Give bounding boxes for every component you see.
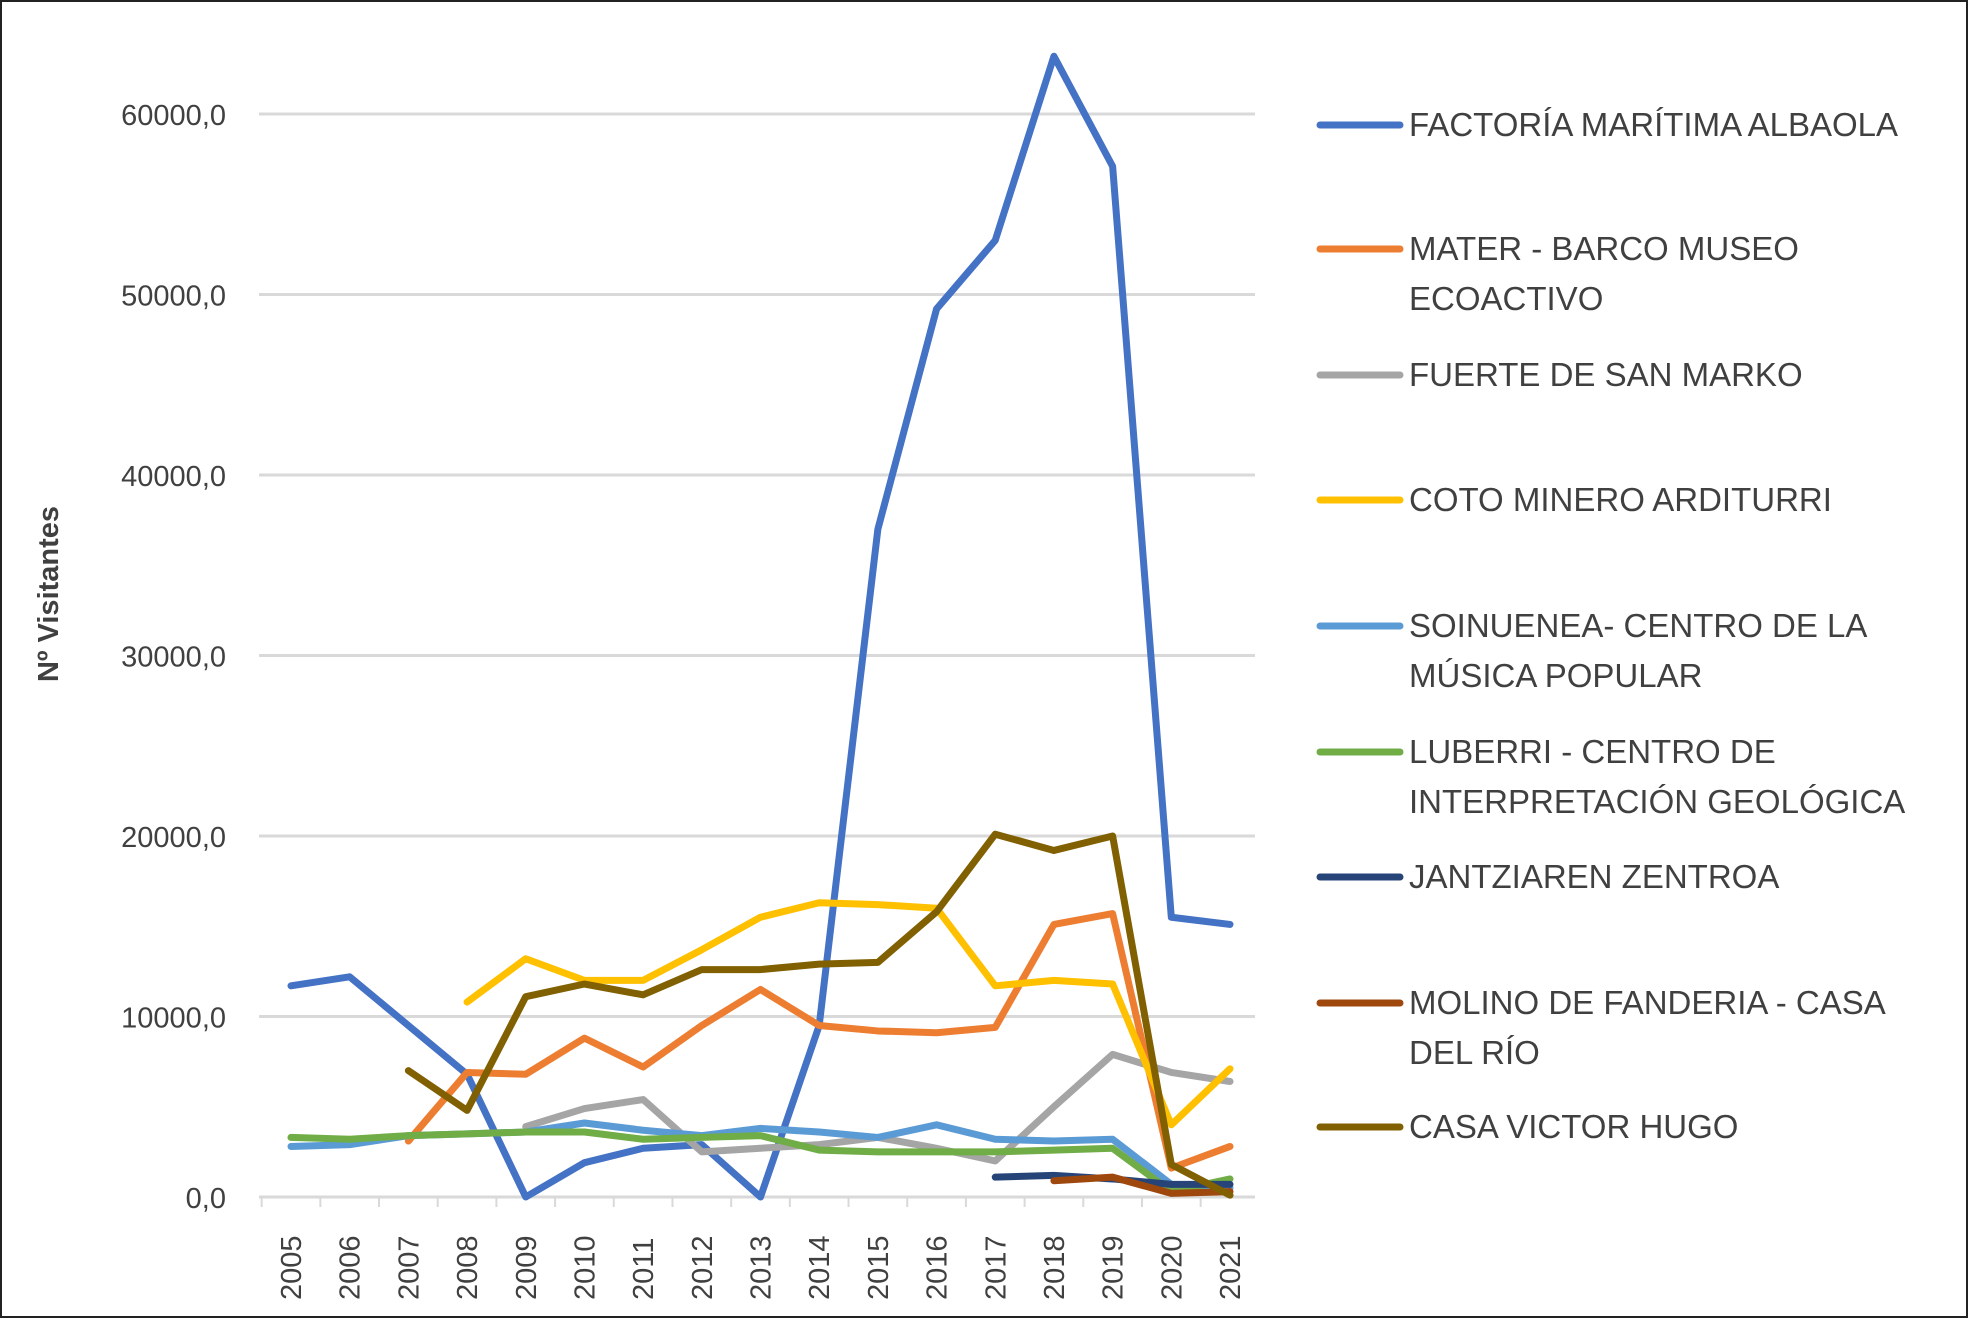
y-axis-label: Nº Visitantes <box>33 506 65 682</box>
legend-label: LUBERRI - CENTRO DE <box>1409 733 1776 770</box>
legend-label: INTERPRETACIÓN GEOLÓGICA <box>1409 783 1905 820</box>
x-tick-label: 2010 <box>569 1235 601 1300</box>
legend-item: JANTZIAREN ZENTROA <box>1316 858 1779 895</box>
legend-label: JANTZIAREN ZENTROA <box>1409 858 1779 895</box>
series-line <box>287 52 1234 1201</box>
x-tick-label: 2015 <box>863 1235 895 1300</box>
x-tick-label: 2005 <box>276 1235 308 1300</box>
series-line <box>463 899 1234 1129</box>
legend-item: CASA VICTOR HUGO <box>1316 1108 1738 1145</box>
legend-item: SOINUENEA- CENTRO DE LA MÚSICA POPULAR <box>1316 607 1867 694</box>
x-tick-label: 2013 <box>746 1235 778 1300</box>
series-line <box>404 910 1234 1172</box>
x-tick-label: 2014 <box>804 1235 836 1300</box>
series-line <box>287 1128 1234 1196</box>
x-tick-label: 2007 <box>393 1235 425 1300</box>
legend-item: MATER - BARCO MUSEO ECOACTIVO <box>1316 230 1799 317</box>
x-tick-label: 2021 <box>1215 1235 1247 1300</box>
series-line <box>1050 1173 1234 1197</box>
y-tick-label: 10000,0 <box>121 1003 226 1035</box>
legend-label: MÚSICA POPULAR <box>1409 657 1702 694</box>
legend-label: ECOACTIVO <box>1409 280 1603 317</box>
legend-label: DEL RÍO <box>1409 1034 1540 1071</box>
legend-label: FACTORÍA MARÍTIMA ALBAOLA <box>1409 106 1898 143</box>
legend-label: COTO MINERO ARDITURRI <box>1409 481 1832 518</box>
legend-label: SOINUENEA- CENTRO DE LA <box>1409 607 1867 644</box>
legend-item: LUBERRI - CENTRO DE INTERPRETACIÓN GEOLÓG… <box>1316 733 1905 820</box>
series-lines <box>287 52 1234 1201</box>
gridlines <box>259 112 1255 1199</box>
x-tick-label: 2017 <box>980 1235 1012 1300</box>
y-axis-ticks: 0,0 10000,0 20000,0 30000,0 40000,0 50000,0 60… <box>121 100 226 1215</box>
y-tick-label: 50000,0 <box>121 281 226 313</box>
legend-label: MOLINO DE FANDERIA - CASA <box>1409 984 1886 1021</box>
x-tick-label: 2008 <box>452 1235 484 1300</box>
y-tick-label: 60000,0 <box>121 100 226 132</box>
legend-item: FUERTE DE SAN MARKO <box>1316 356 1803 393</box>
legend: FACTORÍA MARÍTIMA ALBAOLA MATER - BARCO M… <box>1316 106 1905 1145</box>
y-tick-label: 30000,0 <box>121 642 226 674</box>
x-tick-label: 2012 <box>687 1235 719 1300</box>
x-tick-label: 2018 <box>1039 1235 1071 1300</box>
legend-label: MATER - BARCO MUSEO <box>1409 230 1799 267</box>
legend-label: FUERTE DE SAN MARKO <box>1409 356 1803 393</box>
legend-label: CASA VICTOR HUGO <box>1409 1108 1738 1145</box>
legend-item: COTO MINERO ARDITURRI <box>1316 481 1832 518</box>
y-tick-label: 20000,0 <box>121 822 226 854</box>
legend-item: MOLINO DE FANDERIA - CASA DEL RÍO <box>1316 984 1886 1071</box>
y-tick-label: 40000,0 <box>121 461 226 493</box>
y-tick-label: 0,0 <box>186 1183 226 1215</box>
x-tick-label: 2009 <box>511 1235 543 1300</box>
x-tick-label: 2011 <box>628 1238 660 1300</box>
series-line <box>404 830 1234 1199</box>
x-axis-ticks: 2005 2006 2007 2008 2009 2010 2011 2012 2013 2014… <box>260 1197 1247 1300</box>
x-tick-label: 2019 <box>1098 1235 1130 1300</box>
x-tick-label: 2020 <box>1156 1235 1188 1300</box>
x-tick-label: 2006 <box>335 1235 367 1300</box>
x-tick-label: 2016 <box>922 1235 954 1300</box>
legend-item: FACTORÍA MARÍTIMA ALBAOLA <box>1316 106 1898 143</box>
